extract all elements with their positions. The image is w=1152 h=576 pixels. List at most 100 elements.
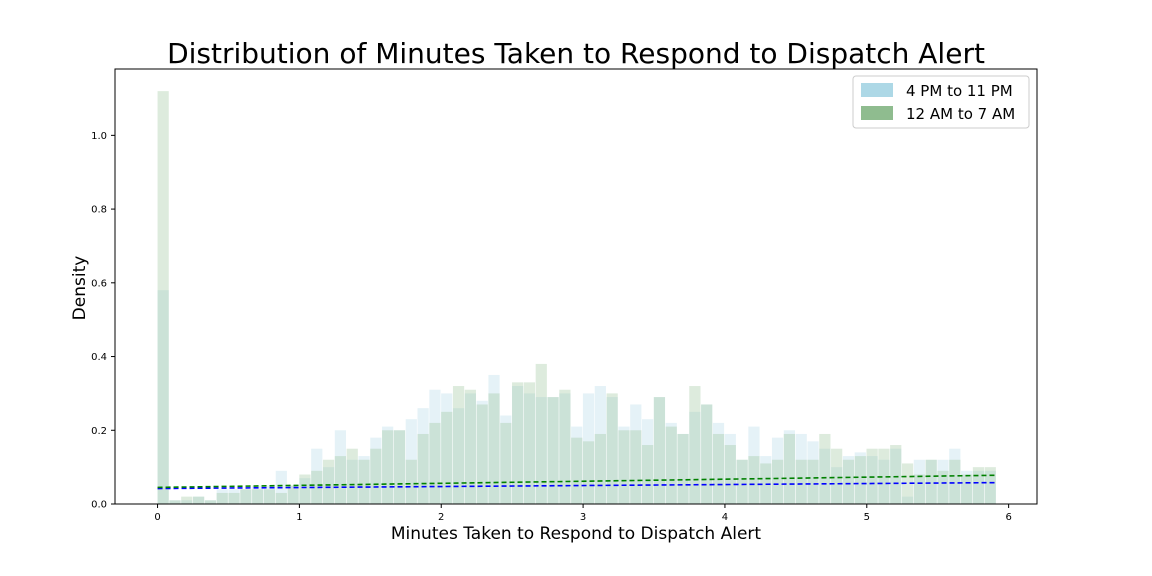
histogram-bar xyxy=(429,422,441,504)
histogram-bar xyxy=(523,393,536,504)
histogram-bar xyxy=(216,492,228,504)
histogram-bar xyxy=(441,393,453,504)
histogram-bar xyxy=(842,456,855,504)
histogram-bar xyxy=(547,397,559,504)
histogram-bar xyxy=(642,445,654,504)
histogram-bar xyxy=(606,397,618,504)
histogram-bar xyxy=(358,456,370,504)
histogram-bar xyxy=(854,456,866,504)
histogram-bar xyxy=(582,441,595,504)
histogram-bar xyxy=(842,459,855,504)
histogram-bar xyxy=(949,448,961,504)
histogram-bar xyxy=(275,492,287,504)
histogram-bar xyxy=(653,397,666,504)
histogram-bar xyxy=(157,290,169,504)
histogram-bar xyxy=(984,470,996,504)
histogram-bar xyxy=(488,374,500,504)
histogram-bar xyxy=(181,496,193,504)
histogram-bar xyxy=(795,459,807,504)
histogram-bar xyxy=(216,489,228,504)
histogram-bar xyxy=(464,389,476,504)
histogram-bar xyxy=(961,470,973,504)
histogram-bar xyxy=(606,393,618,504)
legend-swatch-12am-7am xyxy=(861,106,893,120)
histogram-bar xyxy=(630,404,642,504)
histogram-bar xyxy=(157,91,169,505)
histogram-bar xyxy=(771,459,784,504)
histogram-bar xyxy=(795,433,807,504)
histogram-bar xyxy=(642,419,654,504)
trend-line xyxy=(157,474,998,489)
histogram-bar xyxy=(665,426,677,504)
histogram-bar xyxy=(382,426,394,504)
histogram-bar xyxy=(322,459,335,504)
histogram-bar xyxy=(748,426,760,504)
histogram-bar xyxy=(429,389,441,504)
histogram-bar xyxy=(346,459,358,504)
histogram-bar xyxy=(582,393,595,504)
x-tick-label: 3 xyxy=(580,512,586,523)
histogram-bar xyxy=(712,422,725,504)
series-12am-7am-bars xyxy=(157,91,996,505)
histogram-bar xyxy=(287,485,299,504)
histogram-bar xyxy=(559,393,571,504)
histogram-bar xyxy=(204,500,217,504)
histogram-bar xyxy=(689,386,701,504)
histogram-bar xyxy=(760,456,772,504)
histogram-bar xyxy=(370,437,382,504)
histogram-bar xyxy=(393,430,406,504)
legend-label-4pm-11pm: 4 PM to 11 PM xyxy=(906,82,1013,100)
histogram-bar xyxy=(240,489,252,504)
histogram-bar xyxy=(512,386,524,504)
trend-line xyxy=(157,481,998,490)
histogram-bar xyxy=(500,415,512,504)
histogram-bar xyxy=(535,397,547,504)
histogram-bar xyxy=(240,489,252,504)
histogram-bar xyxy=(452,386,465,504)
histogram-bar xyxy=(689,411,701,504)
x-tick-label: 2 xyxy=(438,512,444,523)
histogram-bar xyxy=(594,386,606,504)
histogram-bar xyxy=(571,437,583,504)
histogram-bar xyxy=(299,474,311,504)
histogram-bar xyxy=(464,393,476,504)
series-4pm-11pm-bars xyxy=(157,290,996,504)
histogram-bar xyxy=(701,404,713,504)
histogram-bar xyxy=(724,445,736,504)
y-tick-label: 0.6 xyxy=(91,278,107,289)
histogram-bar xyxy=(937,470,949,504)
histogram-bar xyxy=(169,500,181,504)
histogram-bar xyxy=(771,437,784,504)
histogram-bar xyxy=(417,408,429,504)
histogram-bar xyxy=(677,433,689,504)
histogram-bar xyxy=(594,433,606,504)
histogram-bar xyxy=(890,445,902,504)
histogram-bar xyxy=(878,459,890,504)
histogram-bar xyxy=(736,459,748,504)
histogram-bar xyxy=(819,448,831,504)
histogram-bar xyxy=(984,467,996,504)
histogram-bar xyxy=(311,470,323,504)
histogram-bar xyxy=(901,463,914,504)
histogram-bar xyxy=(287,485,299,504)
histogram-bar xyxy=(405,419,417,504)
histogram-bar xyxy=(925,459,937,504)
histogram-bar xyxy=(263,485,276,504)
histogram-bar xyxy=(417,433,429,504)
histogram-bar xyxy=(452,408,465,504)
histogram-bar xyxy=(866,456,878,504)
histogram-bar xyxy=(405,459,417,504)
histogram-bar xyxy=(665,422,677,504)
histogram-bar xyxy=(334,456,347,504)
y-axis-ticks: 0.0 0.2 0.4 0.6 0.8 1.0 xyxy=(91,131,115,511)
histogram-bar xyxy=(228,489,240,504)
histogram-bar xyxy=(252,489,264,504)
histogram-bar xyxy=(913,459,925,504)
histogram-bar xyxy=(961,474,973,504)
histogram-bar xyxy=(736,459,748,504)
x-axis-label: Minutes Taken to Respond to Dispatch Ale… xyxy=(391,524,762,544)
histogram-bar xyxy=(653,397,666,504)
histogram-bar xyxy=(618,426,630,504)
histogram-bar xyxy=(854,452,866,504)
histogram-bar xyxy=(535,363,547,504)
